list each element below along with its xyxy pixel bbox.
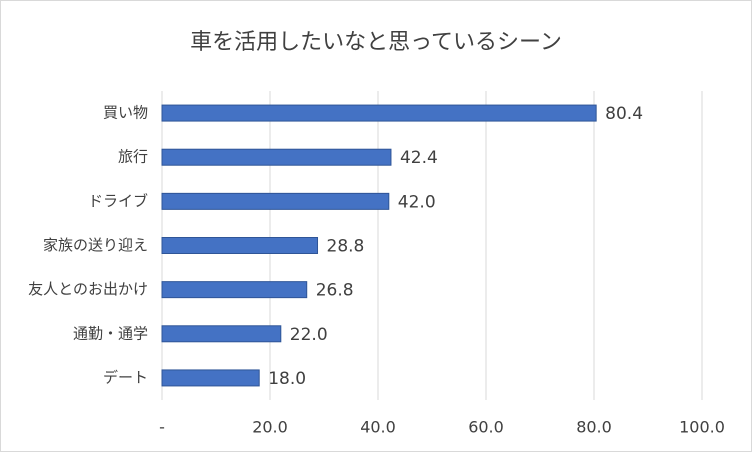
value-label: 28.8 xyxy=(327,237,365,257)
y-tick-label: 友人とのお出かけ xyxy=(28,280,148,298)
value-label: 26.8 xyxy=(316,281,354,301)
bar xyxy=(161,192,390,210)
value-label: 42.0 xyxy=(398,192,436,212)
y-tick-label: ドライブ xyxy=(88,192,148,210)
bar xyxy=(161,148,392,166)
x-tick-label: 20.0 xyxy=(252,418,288,437)
bar xyxy=(161,281,308,299)
x-tick-label: 40.0 xyxy=(360,418,396,437)
y-tick-label: 買い物 xyxy=(103,104,148,122)
x-tick-label: 80.0 xyxy=(576,418,612,437)
value-label: 18.0 xyxy=(268,369,306,389)
y-tick-label: 旅行 xyxy=(118,148,148,166)
chart-title: 車を活用したいなと思っているシーン xyxy=(190,30,562,55)
y-tick-label: デート xyxy=(103,368,148,386)
x-tick-label: 100.0 xyxy=(679,418,725,437)
x-tick-label: - xyxy=(159,418,165,437)
value-label: 22.0 xyxy=(290,325,328,345)
value-label: 80.4 xyxy=(605,104,643,124)
bar xyxy=(161,237,319,254)
bar xyxy=(161,369,260,387)
value-label: 42.4 xyxy=(400,148,438,168)
bar xyxy=(161,104,597,122)
y-tick-label: 家族の送り迎え xyxy=(43,236,148,254)
y-tick-label: 通勤・通学 xyxy=(73,324,148,342)
bar xyxy=(161,325,282,343)
x-tick-label: 60.0 xyxy=(468,418,504,437)
